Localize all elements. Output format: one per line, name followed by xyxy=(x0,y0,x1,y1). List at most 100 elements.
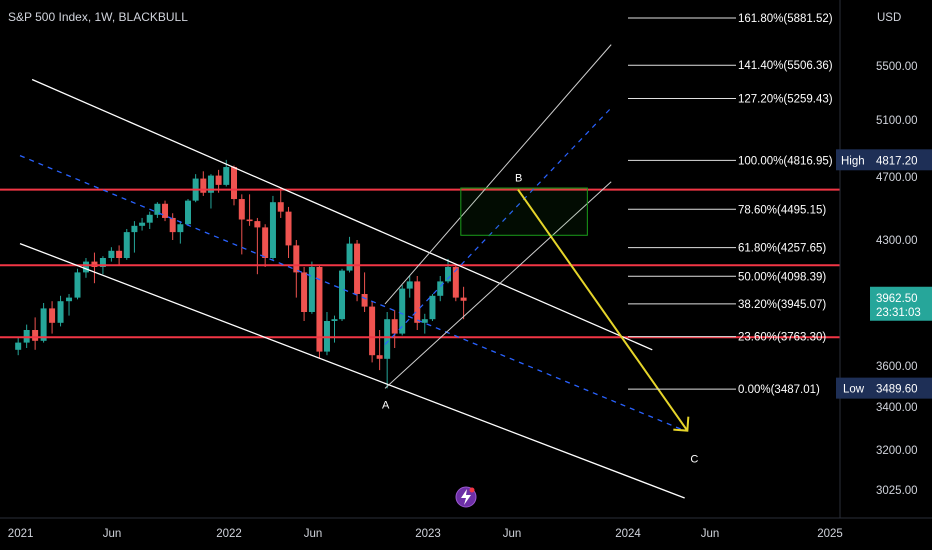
candle-body xyxy=(162,203,169,218)
candle-body xyxy=(207,175,214,193)
candle-body xyxy=(200,178,207,193)
fib-level-label: 61.80%(4257.65) xyxy=(738,243,826,255)
lightning-badge-icon[interactable] xyxy=(455,486,477,508)
candle-body xyxy=(99,258,106,267)
candle-body xyxy=(339,270,346,320)
candle-body xyxy=(460,297,467,301)
ascending-channel-upper[interactable] xyxy=(384,44,612,305)
currency-label: USD xyxy=(877,12,901,24)
candle-body xyxy=(399,288,406,334)
candle-body xyxy=(215,175,222,185)
low-label-text: Low xyxy=(843,384,865,396)
price-tick-label: 3600.00 xyxy=(876,361,918,373)
chart-title: S&P 500 Index, 1W, BLACKBULL xyxy=(8,10,188,24)
ascending-channel-midline[interactable] xyxy=(384,107,612,345)
wave-labels: A B C xyxy=(382,173,698,466)
last-price-box xyxy=(870,286,932,321)
fib-level-label: 23.60%(3763.30) xyxy=(738,332,826,344)
drawing-tools xyxy=(0,44,840,499)
low-value-text: 3489.60 xyxy=(876,384,918,396)
last-price-text: 3962.50 xyxy=(876,293,918,305)
candle-body xyxy=(123,232,130,258)
candle-body xyxy=(184,200,191,225)
candle-body xyxy=(406,281,413,289)
candle-body xyxy=(169,217,176,233)
low-label-box xyxy=(836,377,932,399)
candle-body xyxy=(384,319,391,359)
projection-arrow-head[interactable] xyxy=(673,416,690,432)
price-tick-label: 3200.00 xyxy=(876,445,918,457)
candle-body xyxy=(40,308,47,341)
time-tick-label: Jun xyxy=(304,528,323,540)
wave-label-a: A xyxy=(382,399,390,411)
high-value-text: 4817.20 xyxy=(876,155,918,167)
candle-body xyxy=(354,243,361,294)
candle-body xyxy=(49,308,56,323)
candle-body xyxy=(414,281,421,323)
candle-body xyxy=(238,199,245,220)
candle-body xyxy=(82,261,89,273)
channel-upper-line[interactable] xyxy=(31,78,653,351)
fib-level-label: 0.00%(3487.01) xyxy=(738,384,820,396)
fib-level-label: 38.20%(3945.07) xyxy=(738,299,826,311)
candle-body xyxy=(437,281,444,296)
fib-level-label: 127.20%(5259.43) xyxy=(738,93,833,105)
high-label-text: High xyxy=(841,155,865,167)
fib-level-label: 161.80%(5881.52) xyxy=(738,13,833,25)
candle-body xyxy=(254,221,261,228)
high-label-box xyxy=(836,149,932,171)
candle-body xyxy=(308,267,315,312)
candle-body xyxy=(445,267,452,282)
candle-body xyxy=(146,214,153,223)
candle-body xyxy=(331,319,338,321)
price-tick-label: 4300.00 xyxy=(876,235,918,247)
price-tick-label: 5500.00 xyxy=(876,61,918,73)
time-tick-label: Jun xyxy=(103,528,122,540)
time-tick-label: 2022 xyxy=(216,528,242,540)
time-tick-label: Jun xyxy=(503,528,522,540)
fib-level-label: 78.60%(4495.15) xyxy=(738,204,826,216)
price-tick-label: 5100.00 xyxy=(876,115,918,127)
price-tick-label: 4700.00 xyxy=(876,172,918,184)
time-tick-label: 2021 xyxy=(8,528,34,540)
candle-body xyxy=(269,202,276,258)
candle-body xyxy=(391,319,398,334)
candle-body xyxy=(361,294,368,307)
time-tick-label: 2023 xyxy=(415,528,441,540)
fibonacci-levels: 161.80%(5881.52) 141.40%(5506.36) 127.20%(… xyxy=(628,13,833,396)
wave-label-b: B xyxy=(515,173,522,185)
target-zone-box[interactable] xyxy=(460,187,588,236)
fib-level-label: 100.00%(4816.95) xyxy=(738,155,833,167)
candle-body xyxy=(301,272,308,312)
candle-body xyxy=(262,227,269,258)
time-tick-label: 2025 xyxy=(817,528,843,540)
candle-body xyxy=(154,203,161,215)
channel-lower-line[interactable] xyxy=(19,242,685,499)
candle-body xyxy=(223,167,230,185)
candle-body xyxy=(421,319,428,323)
candle-body xyxy=(376,355,383,359)
projection-arrow-line[interactable] xyxy=(517,189,689,432)
candle-body xyxy=(116,250,123,258)
candle-body xyxy=(293,245,300,273)
time-tick-label: 2024 xyxy=(615,528,641,540)
candle-body xyxy=(231,167,238,200)
candle-body xyxy=(108,250,115,258)
candle-body xyxy=(32,330,39,341)
candle-body xyxy=(246,219,253,222)
candle-body xyxy=(139,222,146,226)
candle-body xyxy=(57,301,64,323)
price-tick-label: 3400.00 xyxy=(876,402,918,414)
candle-body xyxy=(131,225,138,233)
candle-body xyxy=(15,342,22,350)
price-tick-label: 3025.00 xyxy=(876,485,918,497)
ascending-channel-lower[interactable] xyxy=(384,181,612,389)
candle-body xyxy=(177,224,184,233)
candle-body xyxy=(66,297,73,302)
bar-countdown-text: 23:31:03 xyxy=(876,307,921,319)
candle-body xyxy=(346,243,353,271)
candle-body xyxy=(452,267,459,298)
candle-body xyxy=(316,267,323,352)
